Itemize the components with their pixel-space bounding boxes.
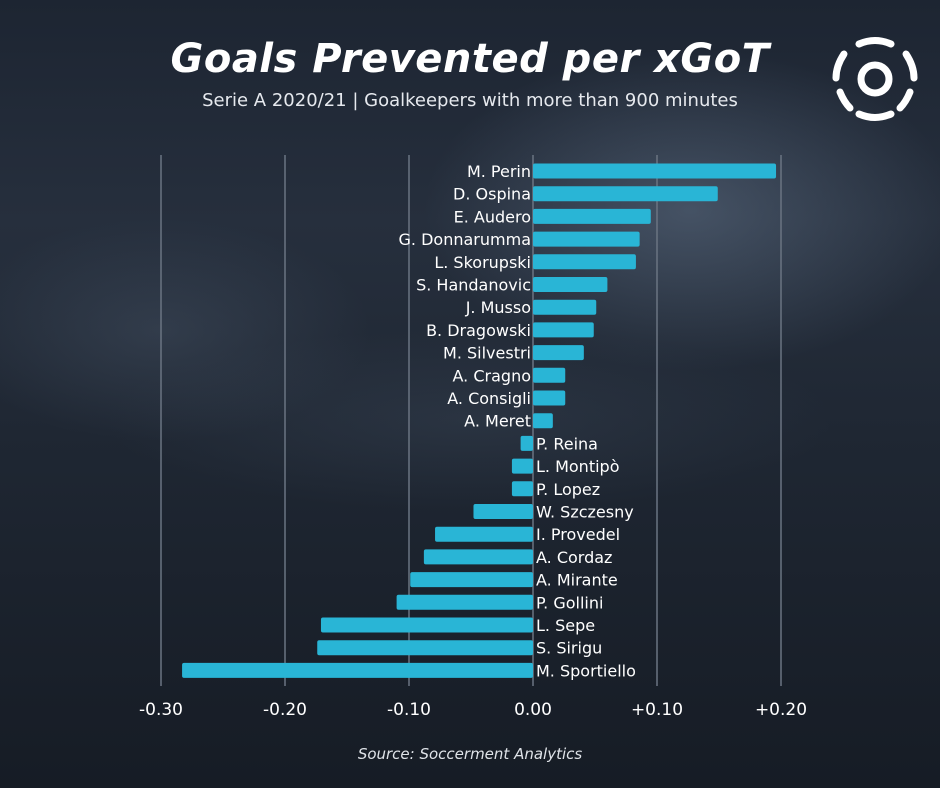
bar [533,231,640,247]
bar [320,617,533,633]
category-label: P. Lopez [536,480,600,499]
bar [511,458,533,474]
bar [533,390,566,406]
category-label: L. Skorupski [434,253,531,272]
bar [511,481,533,497]
x-tick-label: +0.10 [631,700,683,720]
x-tick-label: -0.10 [387,700,431,720]
bar [533,208,651,224]
bar [533,322,594,338]
bar [533,186,718,202]
bar [520,435,533,451]
x-tick-label: -0.20 [263,700,307,720]
category-label: L. Sepe [536,616,595,635]
bar [396,594,533,610]
source-note: Source: Soccerment Analytics [357,745,583,763]
category-label: S. Sirigu [536,639,602,658]
category-label: A. Meret [464,412,531,431]
category-label: S. Handanovic [416,276,531,295]
category-label: P. Reina [536,434,598,453]
bar [182,662,533,678]
category-label: B. Dragowski [426,321,531,340]
category-label: G. Donnarumma [399,230,531,249]
x-tick-label: 0.00 [514,700,552,720]
category-label: M. Sportiello [536,661,636,680]
category-label: A. Cordaz [536,548,612,567]
category-label: I. Provedel [536,525,620,544]
bar [533,345,584,361]
bar [473,504,533,519]
chart-title: Goals Prevented per xGoT [170,36,770,82]
category-label: L. Montipò [536,457,619,476]
bar [423,549,533,565]
soccerment-ball-logo-icon [832,37,918,121]
category-label: J. Musso [465,298,531,317]
bar [533,413,553,429]
bar [533,367,566,383]
category-label: P. Gollini [536,593,603,612]
bar [533,254,636,270]
x-tick-label: -0.30 [139,700,183,720]
x-tick-label: +0.20 [755,700,807,720]
bar [317,640,533,656]
bar [533,299,597,315]
bar [533,277,608,292]
category-label: M. Silvestri [443,344,531,363]
category-label: D. Ospina [453,185,531,204]
category-label: A. Consigli [447,389,531,408]
category-label: W. Szczesny [536,503,634,522]
chart-subtitle: Serie A 2020/21 | Goalkeepers with more … [202,90,738,111]
category-label: M. Perin [467,162,531,181]
category-label: E. Audero [454,207,531,226]
bar [533,163,777,179]
category-label: A. Cragno [453,366,531,385]
bar [435,526,533,542]
category-label: A. Mirante [536,571,618,590]
bar [410,572,533,588]
